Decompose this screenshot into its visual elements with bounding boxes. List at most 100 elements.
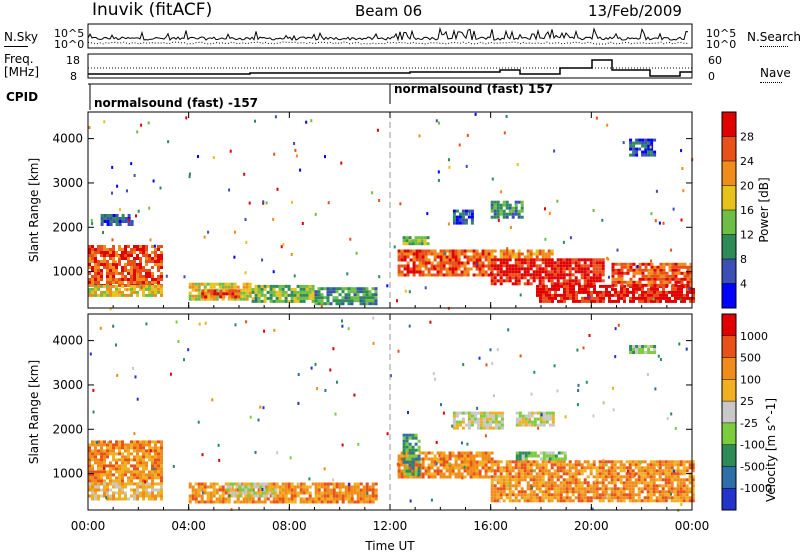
heatmap-cell bbox=[532, 270, 536, 274]
heatmap-cell bbox=[670, 463, 674, 467]
heatmap-cell bbox=[368, 494, 372, 498]
heatmap-cell bbox=[411, 466, 415, 470]
heatmap-cell bbox=[133, 260, 136, 263]
heatmap-cell bbox=[653, 351, 657, 354]
heatmap-cell bbox=[329, 494, 333, 498]
heatmap-speckle bbox=[314, 362, 317, 366]
heatmap-cell bbox=[100, 263, 103, 266]
heatmap-cell bbox=[517, 261, 521, 265]
heatmap-cell bbox=[632, 348, 636, 351]
heatmap-cell bbox=[632, 293, 635, 297]
heatmap-cell bbox=[565, 261, 569, 265]
heatmap-cell bbox=[583, 490, 587, 494]
heatmap-cell bbox=[296, 293, 300, 297]
heatmap-cell bbox=[466, 258, 470, 262]
heatmap-cell bbox=[628, 481, 632, 485]
heatmap-cell bbox=[374, 293, 378, 297]
heatmap-cell bbox=[478, 469, 482, 473]
heatmap-cell bbox=[679, 484, 683, 488]
heatmap-cell bbox=[625, 478, 629, 482]
heatmap-cell bbox=[544, 487, 548, 491]
heatmap-cell bbox=[518, 423, 522, 427]
heatmap-cell bbox=[671, 299, 674, 303]
colorbar-swatch bbox=[722, 335, 736, 358]
heatmap-cell bbox=[341, 302, 345, 306]
heatmap-cell bbox=[212, 500, 216, 504]
heatmap-cell bbox=[262, 485, 266, 489]
heatmap-cell bbox=[287, 482, 291, 486]
heatmap-cell bbox=[553, 264, 557, 268]
heatmap-cell bbox=[674, 265, 678, 269]
heatmap-cell bbox=[406, 475, 410, 479]
heatmap-cell bbox=[124, 443, 127, 447]
heatmap-cell bbox=[197, 491, 201, 495]
heatmap-cell bbox=[160, 446, 163, 450]
heatmap-cell bbox=[484, 258, 488, 262]
heatmap-cell bbox=[505, 478, 509, 482]
heatmap-cell bbox=[112, 269, 115, 272]
heatmap-cell bbox=[635, 351, 639, 354]
heatmap-cell bbox=[290, 482, 294, 486]
heatmap-cell bbox=[670, 460, 674, 464]
heatmap-cell bbox=[206, 500, 210, 504]
heatmap-cell bbox=[499, 282, 503, 286]
heatmap-cell bbox=[529, 460, 533, 464]
heatmap-cell bbox=[106, 443, 109, 447]
heatmap-cell bbox=[499, 472, 503, 476]
freq-label: Freq. bbox=[4, 52, 34, 66]
heatmap-cell bbox=[580, 273, 584, 277]
heatmap-cell bbox=[676, 463, 680, 467]
heatmap-cell bbox=[335, 290, 339, 294]
heatmap-cell bbox=[500, 426, 504, 430]
heatmap-cell bbox=[427, 466, 431, 470]
heatmap-cell bbox=[566, 293, 569, 297]
heatmap-speckle bbox=[594, 480, 597, 484]
heatmap-cell bbox=[682, 478, 686, 482]
heatmap-cell bbox=[598, 475, 602, 479]
heatmap-cell bbox=[91, 260, 94, 263]
heatmap-cell bbox=[371, 296, 375, 300]
heatmap-cell bbox=[109, 461, 112, 465]
heatmap-cell bbox=[209, 285, 213, 289]
heatmap-speckle bbox=[135, 214, 137, 218]
heatmap-cell bbox=[145, 494, 148, 498]
heatmap-cell bbox=[299, 293, 303, 297]
colorbar-tick-label: 12 bbox=[740, 229, 754, 242]
heatmap-cell bbox=[121, 281, 124, 284]
heatmap-cell bbox=[91, 476, 94, 480]
heatmap-cell bbox=[100, 467, 103, 471]
title-site: Inuvik (fitACF) bbox=[92, 0, 213, 20]
heatmap-cell bbox=[571, 261, 575, 265]
heatmap-cell bbox=[638, 268, 642, 272]
heatmap-speckle bbox=[508, 483, 511, 487]
heatmap-cell bbox=[467, 420, 471, 424]
heatmap-cell bbox=[556, 484, 560, 488]
heatmap-cell bbox=[517, 484, 521, 488]
heatmap-cell bbox=[405, 433, 409, 437]
heatmap-cell bbox=[595, 466, 599, 470]
heatmap-cell bbox=[397, 267, 401, 271]
heatmap-cell bbox=[91, 497, 94, 501]
heatmap-cell bbox=[629, 144, 633, 148]
heatmap-speckle bbox=[434, 377, 437, 381]
heatmap-cell bbox=[409, 466, 413, 470]
heatmap-cell bbox=[121, 461, 124, 465]
heatmap-cell bbox=[275, 284, 279, 288]
heatmap-speckle bbox=[485, 363, 488, 367]
heatmap-cell bbox=[496, 499, 500, 503]
heatmap-cell bbox=[502, 209, 506, 213]
heatmap-cell bbox=[680, 262, 684, 266]
heatmap-cell bbox=[160, 470, 163, 474]
heatmap-speckle bbox=[134, 375, 137, 379]
heatmap-cell bbox=[683, 283, 687, 287]
heatmap-cell bbox=[484, 463, 488, 467]
heatmap-cell bbox=[650, 141, 654, 145]
heatmap-cell bbox=[551, 420, 555, 424]
heatmap-cell bbox=[563, 299, 566, 303]
heatmap-cell bbox=[160, 263, 163, 266]
heatmap-speckle bbox=[355, 251, 358, 255]
heatmap-cell bbox=[481, 454, 485, 458]
heatmap-cell bbox=[575, 290, 578, 294]
heatmap-cell bbox=[674, 271, 678, 275]
